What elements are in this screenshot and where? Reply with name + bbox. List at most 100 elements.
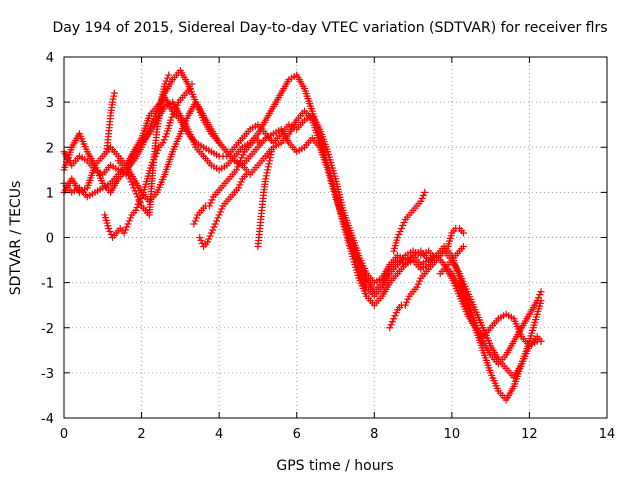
data-point (401, 301, 409, 309)
data-point-fill (209, 226, 217, 234)
data-point (233, 166, 241, 174)
x-tick-label: 10 (444, 427, 461, 442)
data-point (459, 229, 467, 237)
data-point-fill (399, 221, 407, 229)
data-point (130, 184, 138, 192)
data-point-fill (169, 110, 177, 118)
data-point (171, 107, 179, 115)
data-point-fill (419, 191, 427, 199)
data-point (207, 229, 215, 237)
data-point-fill (123, 223, 131, 231)
y-tick-label: 4 (46, 51, 54, 66)
data-point (394, 234, 402, 241)
data-point-fill (536, 291, 544, 299)
data-point-fill (123, 169, 131, 177)
x-tick-label: 2 (137, 427, 145, 442)
data-point-fill (168, 113, 176, 121)
data-point (262, 175, 270, 183)
data-point (105, 224, 113, 232)
data-point (236, 157, 244, 165)
data-point-fill (534, 294, 542, 302)
data-point-fill (110, 92, 118, 100)
y-axis-label: SDTVAR / TECUs (8, 181, 24, 296)
y-tick-label: 1 (46, 186, 54, 201)
data-point (264, 166, 272, 174)
data-point (413, 283, 421, 291)
data-point-fill (193, 214, 201, 222)
data-point-fill (129, 181, 137, 189)
data-point (161, 80, 169, 88)
data-point-fill (238, 154, 246, 162)
data-point-fill (106, 227, 114, 235)
data-point (537, 288, 545, 296)
data-point (266, 157, 274, 165)
data-point-fill (236, 181, 244, 189)
x-tick-label: 0 (60, 427, 68, 442)
data-point-fill (218, 205, 226, 213)
data-point-fill (396, 227, 404, 235)
data-point-fill (388, 318, 396, 326)
data-point (537, 337, 545, 345)
data-point-fill (125, 172, 133, 180)
data-point (204, 238, 212, 246)
data-point-fill (160, 136, 168, 144)
data-point (235, 184, 243, 192)
data-point (190, 220, 198, 228)
data-point (215, 211, 223, 219)
data-point-fill (216, 208, 224, 216)
y-tick-label: -1 (41, 277, 54, 292)
data-point (126, 175, 134, 183)
data-point-fill (392, 309, 400, 317)
data-point-fill (214, 214, 222, 222)
data-point (421, 188, 429, 196)
data-point (188, 80, 196, 88)
data-point (159, 139, 167, 147)
data-point-fill (127, 214, 135, 222)
y-tick-label: 3 (46, 96, 54, 111)
data-point-fill (264, 163, 272, 171)
data-point (165, 71, 173, 79)
data-point-fill (173, 101, 181, 109)
data-point-fill (163, 74, 171, 82)
data-point-fill (391, 312, 399, 320)
data-point-fill (121, 226, 129, 234)
data-point-fill (237, 178, 245, 186)
data-point (397, 224, 405, 232)
data-point (417, 197, 425, 205)
x-tick-label: 4 (215, 427, 223, 442)
data-point-fill (262, 172, 270, 180)
data-point (211, 220, 219, 228)
x-tick-label: 8 (370, 427, 378, 442)
data-point (136, 197, 144, 205)
y-tick-label: 2 (46, 141, 54, 156)
data-point-fill (234, 163, 242, 171)
data-point-fill (133, 203, 141, 211)
series-track-6 (103, 89, 118, 156)
y-tick-label: 0 (46, 232, 54, 247)
data-point (256, 139, 264, 147)
data-point-fill (213, 217, 221, 225)
plot-frame (63, 56, 608, 419)
data-point (242, 170, 250, 178)
data-point (196, 234, 204, 241)
series-track-7 (114, 71, 173, 219)
data-point (386, 324, 394, 332)
series-track-2 (60, 71, 545, 381)
data-point-fill (107, 230, 115, 238)
data-point-fill (239, 151, 247, 159)
data-point-fill (265, 160, 273, 168)
data-point (132, 206, 140, 214)
data-point-fill (404, 295, 412, 303)
chart-title: Day 194 of 2015, Sidereal Day-to-day VTE… (52, 20, 607, 36)
x-tick-label: 14 (599, 427, 616, 442)
data-point-fill (387, 321, 395, 329)
data-point-fill (267, 151, 275, 159)
data-point-fill (131, 187, 139, 195)
data-point (268, 148, 276, 156)
data-point-fill (125, 217, 133, 225)
y-tick-label: -3 (41, 367, 54, 382)
data-point-fill (416, 277, 424, 285)
